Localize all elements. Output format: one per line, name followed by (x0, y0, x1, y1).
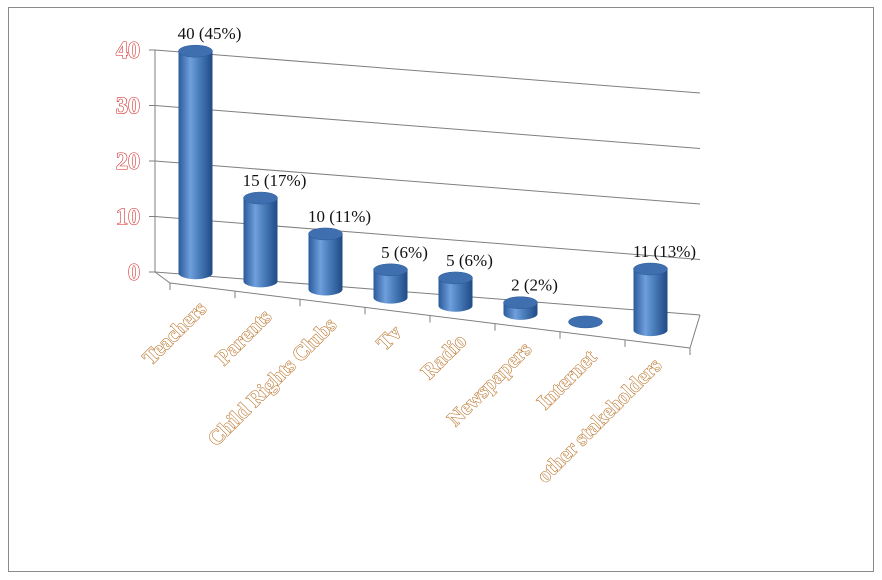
x-tick-label: Tv (372, 320, 407, 355)
bar-top (503, 296, 538, 309)
bar-child-rights-clubs (308, 227, 343, 296)
gridline (154, 105, 701, 149)
bar-body (178, 51, 213, 280)
bar-top (568, 315, 603, 329)
x-tick-label: other stakeholders (532, 353, 666, 487)
axis-layer (149, 49, 701, 355)
bar-top (178, 44, 213, 58)
y-tick-label: 10 (116, 205, 140, 231)
bar-other-stakeholders (633, 262, 668, 337)
y-tick-label: 0 (128, 260, 140, 286)
bar-parents (243, 191, 278, 288)
bar-teachers (178, 44, 213, 280)
x-tick-label: Teachers (138, 296, 211, 369)
bar-body (308, 233, 343, 296)
y-tick-label: 40 (116, 38, 140, 64)
x-tick-label: Radio (416, 329, 471, 384)
grid-layer (154, 49, 701, 316)
gridline (154, 49, 701, 94)
x-tick-label: Internet (532, 345, 601, 414)
bar-top (438, 271, 473, 285)
floor-right-edge (689, 314, 701, 349)
bar-body (633, 269, 668, 337)
bar-top (373, 263, 408, 277)
bar-top (633, 262, 668, 276)
y-tick-label: 30 (116, 94, 140, 120)
data-label: 11 (13%) (633, 242, 696, 261)
bar-top (243, 191, 278, 205)
bar-body (438, 277, 473, 312)
bar-newspapers (503, 296, 538, 320)
data-labels: 40 (45%) 15 (17%)10 (11%) 5 (6%) 5 (6%) 2 (2… (178, 24, 696, 295)
bar-tv (373, 263, 408, 304)
data-label: 10 (11%) (308, 207, 371, 226)
x-tick-label: Parents (211, 304, 276, 369)
x-tick-label: Child Rights Clubs (203, 313, 341, 451)
y-tick-label: 20 (116, 149, 140, 175)
bars-layer (178, 44, 668, 337)
bar-body (243, 198, 278, 288)
gridline (154, 271, 701, 316)
bar-body (373, 269, 408, 304)
bar-internet (568, 315, 603, 329)
y-tick-labels: 0 10 20 30 40 (115, 37, 140, 286)
data-label: 2 (2%) (511, 276, 558, 295)
data-label: 5 (6%) (446, 251, 493, 270)
data-label: 5 (6%) (381, 243, 428, 262)
data-label: 15 (17%) (243, 171, 307, 190)
data-label: 40 (45%) (178, 24, 242, 43)
bar-radio (438, 271, 473, 312)
floor-left-edge (154, 271, 171, 284)
bar-top (308, 227, 343, 241)
gridline (154, 160, 701, 205)
